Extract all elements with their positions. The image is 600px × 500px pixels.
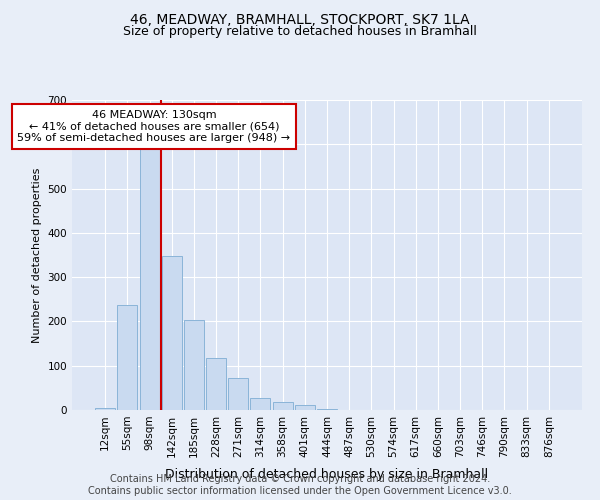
Bar (228, 378, 248, 410)
Text: Size of property relative to detached houses in Bramhall: Size of property relative to detached ho… (123, 25, 477, 38)
Bar (162, 256, 182, 410)
Bar (118, 306, 137, 410)
Bar (184, 320, 204, 410)
Bar (140, 148, 160, 410)
Y-axis label: Number of detached properties: Number of detached properties (32, 168, 42, 342)
Bar (317, 408, 337, 410)
Bar (250, 398, 271, 410)
Text: 46 MEADWAY: 130sqm
← 41% of detached houses are smaller (654)
59% of semi-detach: 46 MEADWAY: 130sqm ← 41% of detached hou… (17, 110, 290, 143)
Bar (95, 408, 115, 410)
Bar (206, 358, 226, 410)
Text: 46, MEADWAY, BRAMHALL, STOCKPORT, SK7 1LA: 46, MEADWAY, BRAMHALL, STOCKPORT, SK7 1L… (130, 12, 470, 26)
Text: Contains HM Land Registry data © Crown copyright and database right 2024.
Contai: Contains HM Land Registry data © Crown c… (88, 474, 512, 496)
X-axis label: Distribution of detached houses by size in Bramhall: Distribution of detached houses by size … (166, 468, 488, 481)
Bar (272, 402, 293, 410)
Bar (295, 405, 315, 410)
